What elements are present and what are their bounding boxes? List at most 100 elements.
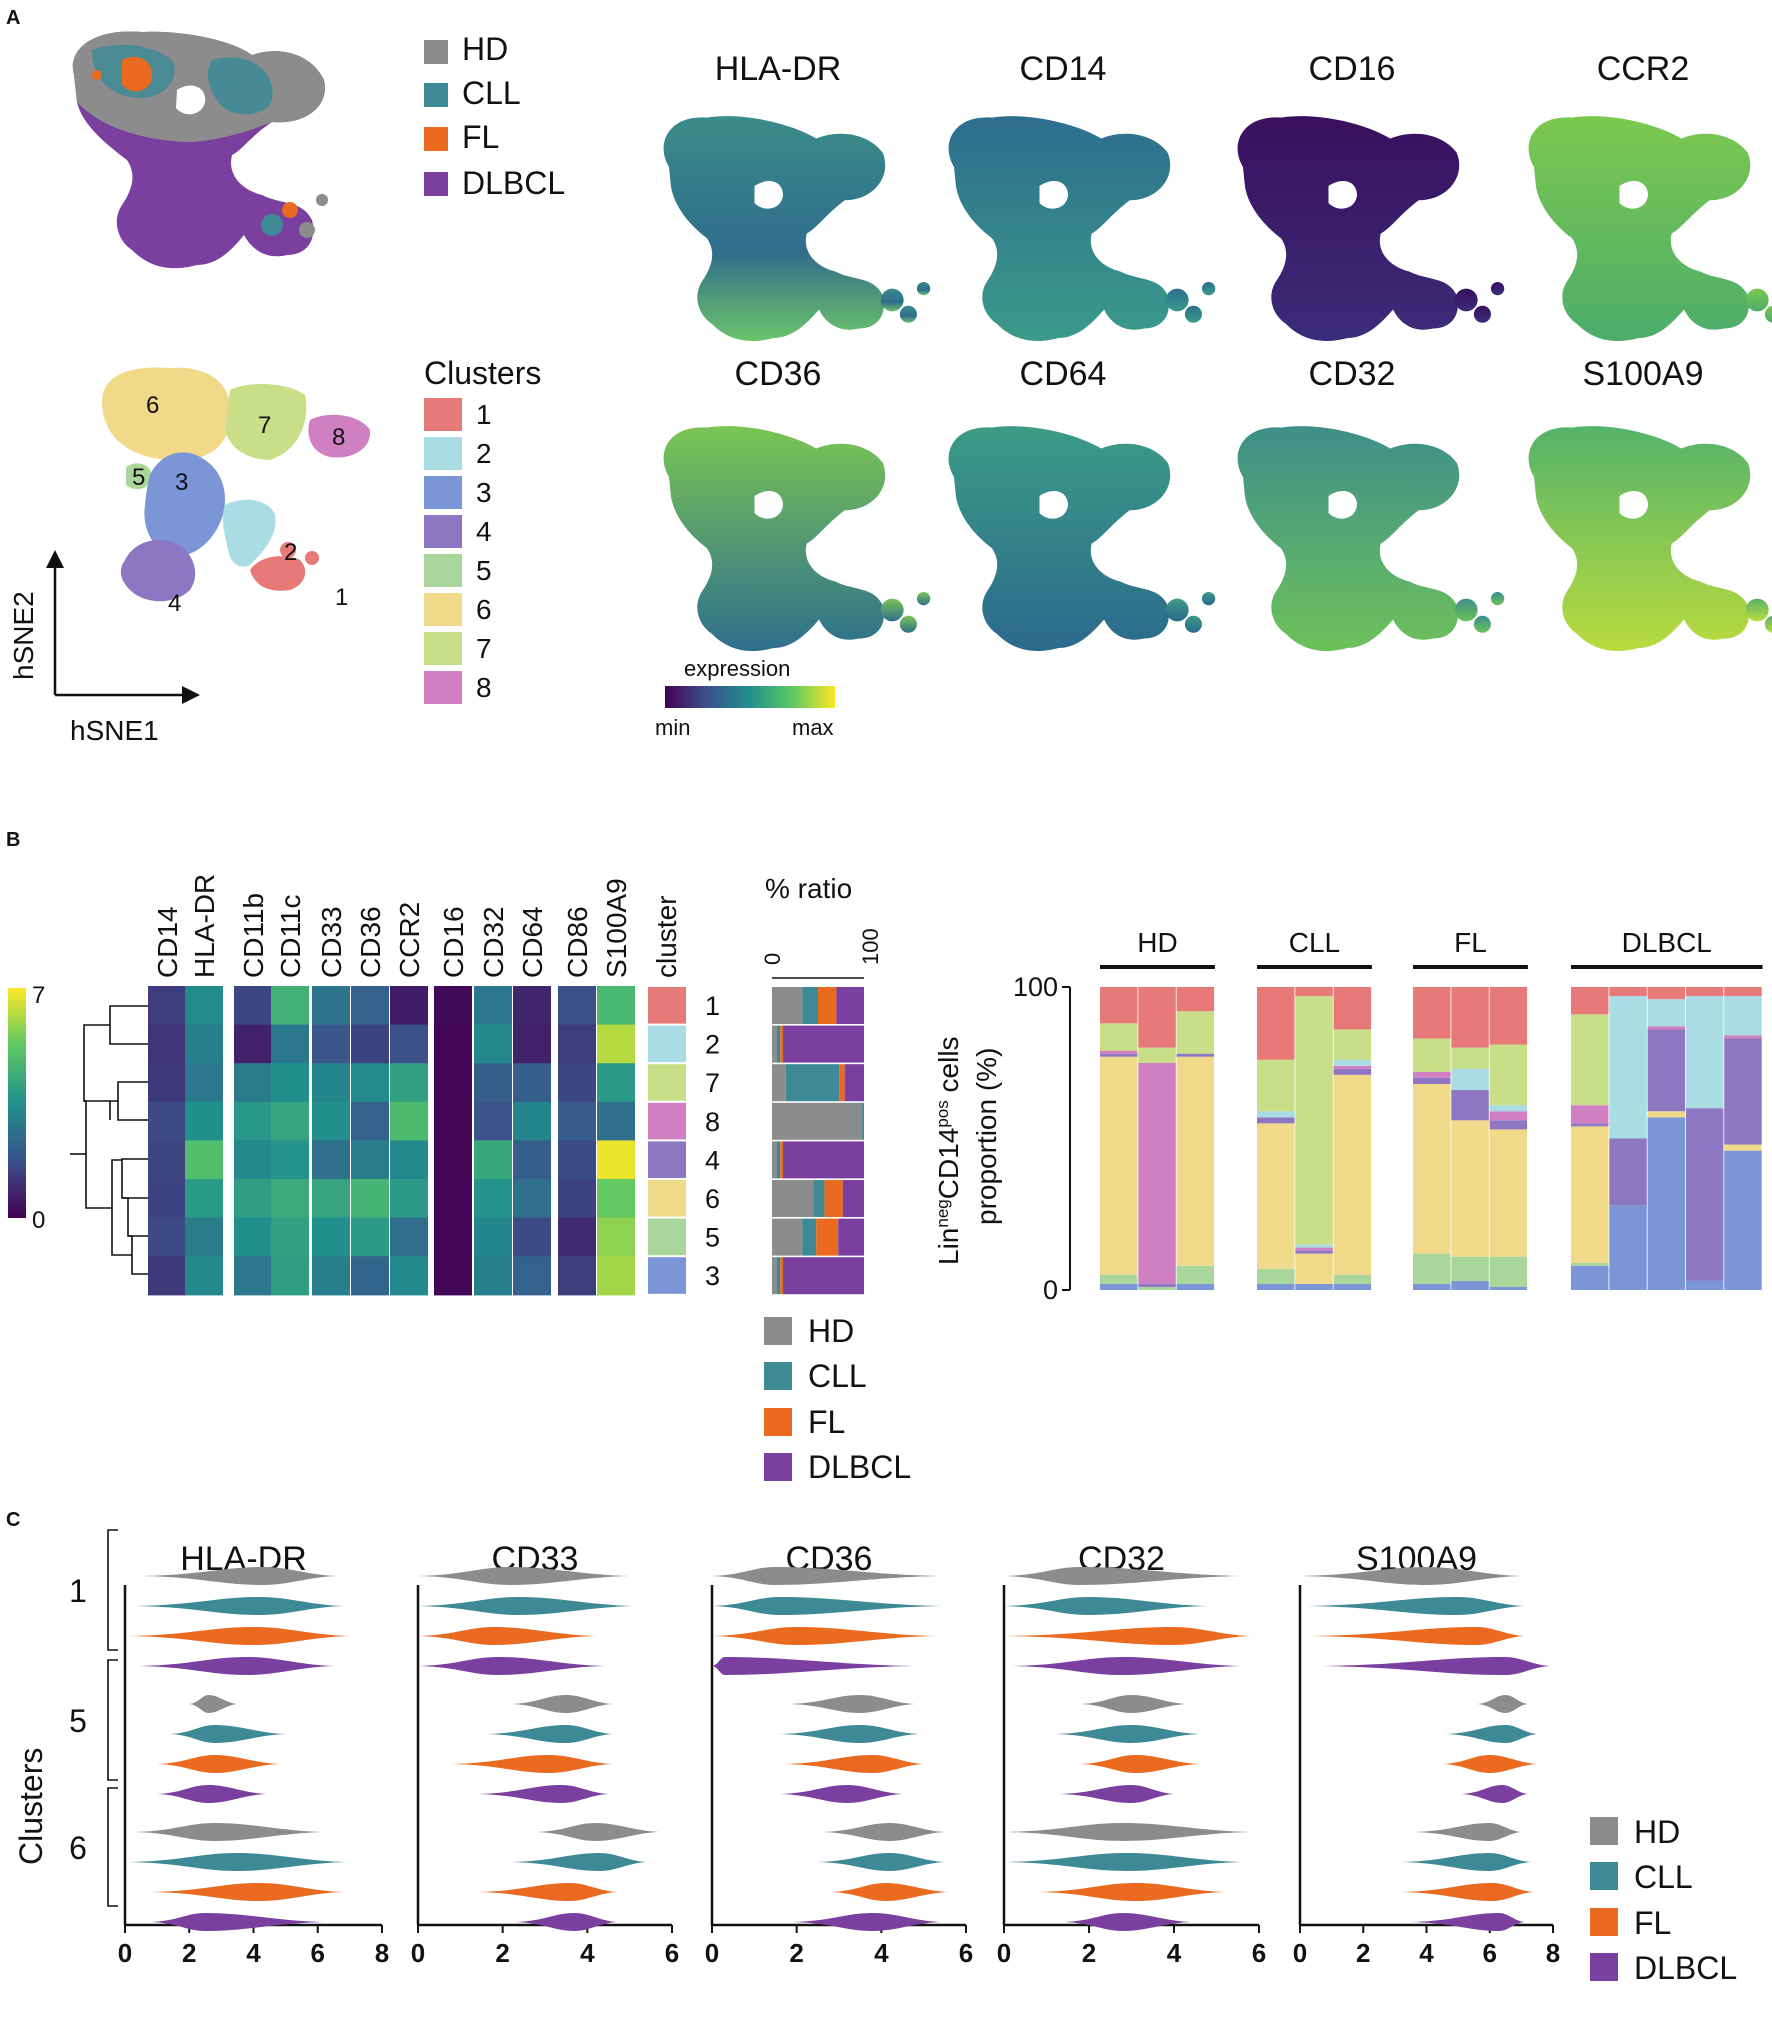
heatmap-cell bbox=[597, 1217, 635, 1257]
cluster-legend-label: 8 bbox=[476, 672, 492, 703]
violin-shape bbox=[141, 1567, 338, 1585]
violin-x-tick-label: 2 bbox=[789, 1938, 803, 1968]
violin-shape bbox=[1038, 1883, 1225, 1901]
violin-shape bbox=[1306, 1597, 1525, 1615]
cluster-legend-label: 1 bbox=[476, 399, 492, 430]
cluster-map-label-4: 4 bbox=[168, 590, 181, 617]
violin-shape bbox=[1401, 1853, 1531, 1871]
violin-shape bbox=[477, 1785, 609, 1803]
heatmap-column-label: CD32 bbox=[478, 906, 509, 978]
violin-shape bbox=[418, 1567, 630, 1585]
panel-label-b: B bbox=[6, 829, 20, 851]
violin-shape bbox=[150, 1913, 325, 1931]
violin-cluster-label: 5 bbox=[69, 1703, 87, 1739]
heatmap-colorbar-gradient bbox=[8, 988, 26, 1218]
proportion-bar-segment bbox=[1295, 1247, 1333, 1251]
heatmap-cell bbox=[234, 986, 272, 1026]
expression-colorbar-title: expression bbox=[684, 656, 790, 681]
violin-x-tick-label: 4 bbox=[246, 1938, 261, 1968]
ratio-bar-segment bbox=[844, 1064, 864, 1102]
ratio-bar-segment bbox=[839, 1064, 845, 1102]
proportion-bar-segment bbox=[1571, 1105, 1609, 1124]
marker-map-shape bbox=[948, 426, 1216, 652]
heatmap-cell bbox=[390, 1140, 428, 1180]
violin-shape bbox=[189, 1695, 238, 1713]
proportion-bar-segment bbox=[1257, 1117, 1295, 1124]
proportion-bar-segment bbox=[1489, 1105, 1528, 1112]
proportion-bar-segment bbox=[1489, 1286, 1528, 1290]
heatmap-column-label: HLA-DR bbox=[189, 874, 220, 978]
heatmap-cell bbox=[474, 1217, 512, 1257]
legend-b-label-dlbcl: DLBCL bbox=[808, 1449, 911, 1485]
legend-swatch-cll bbox=[424, 83, 448, 107]
heatmap-cell bbox=[513, 1024, 551, 1064]
heatmap-column-label: S100A9 bbox=[601, 878, 632, 978]
proportion-bar-segment bbox=[1571, 1123, 1609, 1127]
proportion-bar-segment bbox=[1685, 996, 1724, 1109]
heatmap-column-label: CD64 bbox=[517, 906, 548, 978]
violin-shape bbox=[157, 1785, 267, 1803]
ratio-bar-segment bbox=[780, 1257, 784, 1295]
heatmap-cell bbox=[351, 1140, 389, 1180]
heatmap-cell bbox=[597, 1101, 635, 1141]
proportion-bar-segment bbox=[1100, 1050, 1138, 1054]
marker-map-title: CD36 bbox=[735, 355, 822, 393]
proportion-bar-segment bbox=[1257, 1268, 1295, 1284]
proportion-bar-segment bbox=[1100, 1023, 1138, 1051]
proportion-bar-segment bbox=[1413, 1077, 1451, 1084]
violin-shape bbox=[712, 1597, 941, 1615]
heatmap-cell bbox=[558, 1063, 596, 1103]
heatmap-cell bbox=[558, 1256, 596, 1296]
ratio-bar-segment bbox=[783, 1141, 864, 1179]
marker-map-plot bbox=[948, 116, 1216, 342]
violin-x-tick-label: 0 bbox=[997, 1938, 1011, 1968]
violin-shape bbox=[511, 1853, 647, 1871]
proportion-bar-segment bbox=[1571, 1014, 1609, 1106]
proportion-bar-segment bbox=[1451, 1280, 1489, 1290]
cluster-map-label-1: 1 bbox=[335, 584, 348, 611]
violin-shape bbox=[783, 1755, 924, 1773]
heatmap-cell bbox=[597, 1063, 635, 1103]
cohort-legend-c: HD CLL FL DLBCL bbox=[1590, 1814, 1737, 1986]
proportion-bar-segment bbox=[1413, 1083, 1451, 1254]
proportion-bar-segment bbox=[1489, 1044, 1528, 1106]
violin-shape bbox=[134, 1597, 344, 1615]
cluster-map-label-7: 7 bbox=[258, 412, 271, 439]
heatmap-cell bbox=[474, 1024, 512, 1064]
proportion-bar-segment bbox=[1295, 987, 1333, 997]
cluster-legend-label: 3 bbox=[476, 477, 492, 508]
proportion-bar-segment bbox=[1100, 1274, 1138, 1284]
proportion-bar-segment bbox=[1685, 987, 1724, 997]
proportion-bar-segment bbox=[1295, 996, 1333, 1245]
violin-shape bbox=[1004, 1597, 1208, 1615]
heatmap-column-label: CD11c bbox=[275, 894, 306, 978]
heatmap-cell bbox=[474, 1256, 512, 1296]
violin-shape bbox=[1461, 1785, 1528, 1803]
legend-b-label-fl: FL bbox=[808, 1404, 845, 1440]
heatmap-row-label: 8 bbox=[705, 1107, 720, 1137]
proportion-group-label: CLL bbox=[1289, 927, 1340, 958]
cluster-map-label-8: 8 bbox=[332, 424, 345, 451]
heatmap-cell bbox=[390, 986, 428, 1026]
heatmap-cell bbox=[271, 1256, 309, 1296]
cluster-legend-label: 6 bbox=[476, 594, 492, 625]
proportion-bar-segment bbox=[1295, 1250, 1333, 1254]
marker-map-shape bbox=[1237, 426, 1505, 652]
heatmap-cell bbox=[312, 1256, 350, 1296]
marker-map-plot bbox=[1528, 426, 1772, 652]
heatmap-cell bbox=[271, 1217, 309, 1257]
violin-x-tick-label: 6 bbox=[959, 1938, 973, 1968]
ratio-tick-label: 0 bbox=[760, 953, 785, 965]
ratio-bar-segment bbox=[772, 1102, 863, 1140]
proportion-bar-segment bbox=[1647, 1111, 1686, 1118]
heatmap-cell bbox=[234, 1217, 272, 1257]
proportion-bar-segment bbox=[1100, 1283, 1138, 1290]
heatmap-cell bbox=[148, 1217, 186, 1257]
proportion-bar-segment bbox=[1295, 1253, 1333, 1284]
violin-shape bbox=[150, 1883, 344, 1901]
heatmap-cell bbox=[558, 1140, 596, 1180]
heatmap-cell bbox=[312, 1179, 350, 1219]
proportion-bar-segment bbox=[1413, 1283, 1451, 1290]
heatmap-row-label: 3 bbox=[705, 1261, 720, 1291]
heatmap-cell bbox=[558, 1217, 596, 1257]
